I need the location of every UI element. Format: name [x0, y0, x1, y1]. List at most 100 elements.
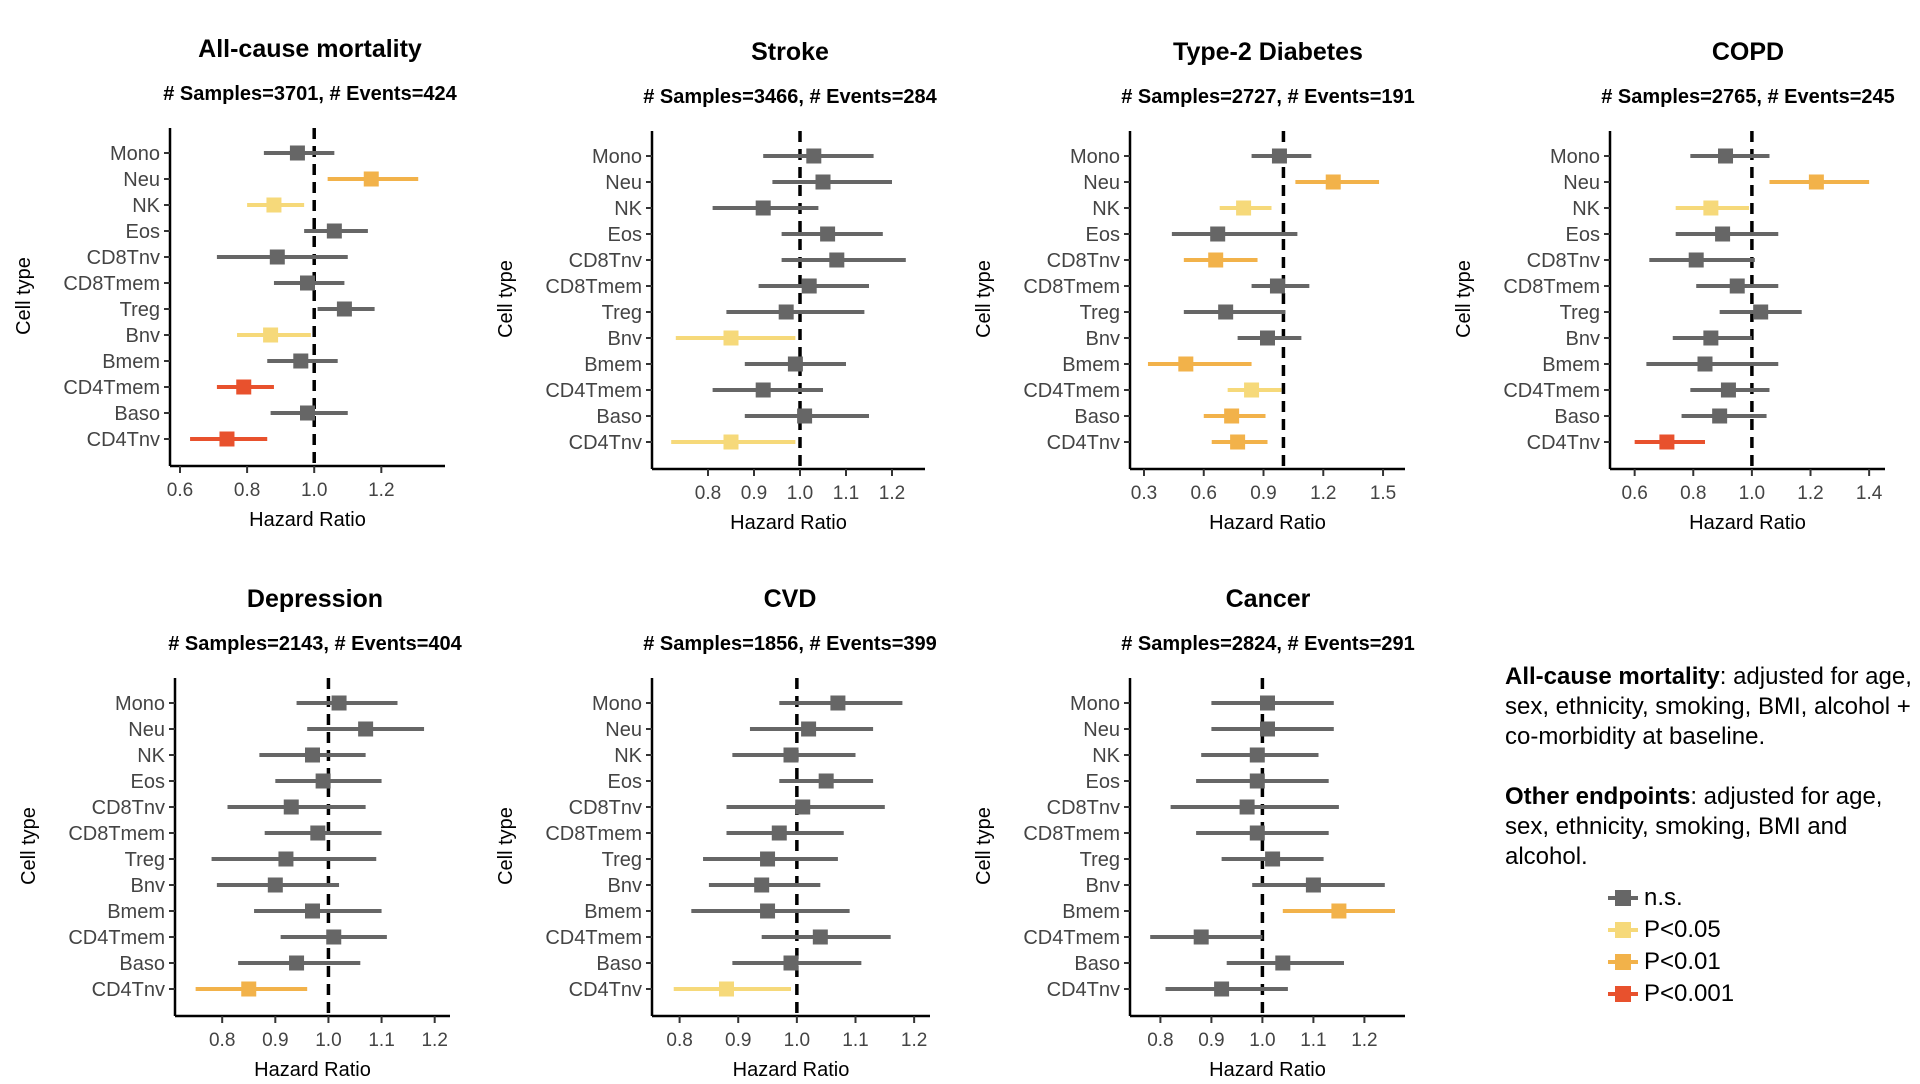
x-axis-label: Hazard Ratio: [733, 1059, 850, 1081]
y-tick-label: Neu: [1083, 172, 1120, 194]
y-tick-label: CD8Tnv: [1047, 250, 1120, 272]
hr-point-cd4tmem: [1244, 382, 1260, 398]
legend-item-p001: P<0.001: [1608, 978, 1734, 1010]
hr-point-cd4tmem: [755, 382, 771, 398]
hr-point-cd4tnv: [1230, 434, 1246, 450]
y-tick-label: Treg: [120, 299, 160, 321]
y-tick-label: Eos: [608, 771, 642, 793]
y-tick-label: CD4Tnv: [569, 432, 642, 454]
legend-swatch-p05: [1608, 917, 1638, 943]
hr-point-bmem: [305, 903, 320, 919]
hr-point-mono: [331, 695, 347, 711]
x-tick-label: 1.1: [842, 1030, 868, 1051]
hr-point-eos: [315, 773, 331, 789]
allcause-adjustment-note: All-cause mortality: adjusted for age, s…: [1505, 662, 1920, 752]
y-axis-label: Cell type: [13, 257, 35, 335]
hr-point-nk: [755, 200, 771, 216]
note-allcause-text: : adjusted for age, sex, ethnicity, smok…: [1505, 663, 1912, 750]
chart-title: COPD: [1712, 38, 1784, 66]
hr-point-treg: [1265, 851, 1281, 867]
chart-title: CVD: [764, 585, 817, 613]
y-tick-label: CD4Tmem: [1023, 927, 1120, 949]
hr-point-eos: [1249, 773, 1265, 789]
hr-point-eos: [820, 226, 836, 242]
hr-point-cd8tmem: [1269, 278, 1285, 294]
y-tick-label: NK: [1092, 745, 1120, 767]
forest-panel-3: Type-2 Diabetes # Samples=2727, # Events=…: [973, 38, 1415, 534]
x-tick-label: 1.0: [787, 483, 813, 504]
y-tick-label: CD8Tnv: [1527, 250, 1600, 272]
y-tick-label: CD4Tnv: [1527, 432, 1600, 454]
hr-point-cd8tnv: [829, 252, 845, 268]
legend-item-p01: P<0.01: [1608, 946, 1734, 978]
x-tick-label: 0.8: [1680, 483, 1706, 504]
y-tick-label: Bmem: [107, 901, 165, 923]
y-tick-label: Bnv: [126, 325, 160, 347]
y-tick-label: Baso: [596, 953, 642, 975]
y-tick-label: Baso: [596, 406, 642, 428]
hr-point-treg: [778, 304, 794, 320]
hr-point-mono: [830, 695, 846, 711]
legend-swatch-p01: [1608, 949, 1638, 975]
chart-title: Cancer: [1226, 585, 1311, 613]
forest-panel-1: All-cause mortality # Samples=3701, # Eve…: [13, 35, 458, 531]
forest-panel-4: COPD # Samples=2765, # Events=245 0.6 0.8 1.…: [1453, 38, 1895, 534]
y-axis-label: Cell type: [973, 807, 995, 885]
hr-point-nk: [266, 197, 282, 213]
x-tick-label: 0.9: [741, 483, 767, 504]
hr-point-nk: [1236, 200, 1252, 216]
x-tick-label: 0.9: [262, 1030, 288, 1051]
hr-point-bnv: [754, 877, 770, 893]
hr-point-cd4tnv: [241, 981, 257, 997]
hr-point-cd8tnv: [1208, 252, 1224, 268]
y-tick-label: Treg: [1080, 849, 1120, 871]
hr-point-baso: [1275, 955, 1291, 971]
chart-subtitle: # Samples=2727, # Events=191: [1121, 86, 1415, 108]
hr-point-neu: [358, 721, 374, 737]
y-tick-label: Bnv: [1086, 328, 1120, 350]
y-tick-label: CD4Tmem: [1503, 380, 1600, 402]
x-axis-label: Hazard Ratio: [254, 1059, 371, 1081]
y-tick-label: Treg: [1080, 302, 1120, 324]
hr-point-mono: [1718, 148, 1734, 164]
hr-point-cd8tnv: [795, 799, 811, 815]
hr-point-cd4tmem: [236, 379, 252, 395]
x-tick-label: 0.9: [1250, 483, 1276, 504]
x-tick-label: 0.9: [1198, 1030, 1224, 1051]
y-tick-label: Baso: [119, 953, 165, 975]
y-tick-label: Neu: [123, 169, 160, 191]
y-axis-label: Cell type: [973, 260, 995, 338]
x-tick-label: 1.2: [1310, 483, 1336, 504]
y-tick-label: CD4Tmem: [63, 377, 160, 399]
x-tick-label: 1.0: [1249, 1030, 1275, 1051]
chart-subtitle: # Samples=2143, # Events=404: [168, 633, 462, 655]
y-tick-label: Bnv: [1566, 328, 1600, 350]
y-tick-label: Treg: [125, 849, 165, 871]
y-tick-label: CD8Tmem: [1503, 276, 1600, 298]
forest-panel-7: Cancer # Samples=2824, # Events=291 0.8 0.9…: [973, 585, 1415, 1081]
x-tick-label: 1.2: [421, 1030, 447, 1051]
hr-point-neu: [815, 174, 831, 190]
hr-point-neu: [363, 171, 379, 187]
chart-subtitle: # Samples=2765, # Events=245: [1601, 86, 1895, 108]
y-tick-label: NK: [137, 745, 165, 767]
y-tick-label: Baso: [1074, 953, 1120, 975]
legend-label-p05: P<0.05: [1644, 916, 1721, 943]
y-tick-label: Eos: [131, 771, 165, 793]
hr-point-eos: [326, 223, 342, 239]
legend-label-p01: P<0.01: [1644, 948, 1721, 975]
y-tick-label: CD4Tnv: [87, 429, 160, 451]
x-tick-label: 1.2: [1351, 1030, 1377, 1051]
x-axis-label: Hazard Ratio: [730, 512, 847, 534]
hr-point-bmem: [787, 356, 803, 372]
hr-point-cd8tnv: [269, 249, 285, 265]
x-axis-label: Hazard Ratio: [1209, 1059, 1326, 1081]
hr-point-treg: [1218, 304, 1234, 320]
hr-point-bnv: [267, 877, 283, 893]
x-tick-label: 1.5: [1370, 483, 1396, 504]
x-tick-label: 1.0: [301, 480, 327, 501]
x-axis-label: Hazard Ratio: [1689, 512, 1806, 534]
y-tick-label: CD4Tmem: [545, 380, 642, 402]
hr-point-neu: [1260, 721, 1275, 737]
